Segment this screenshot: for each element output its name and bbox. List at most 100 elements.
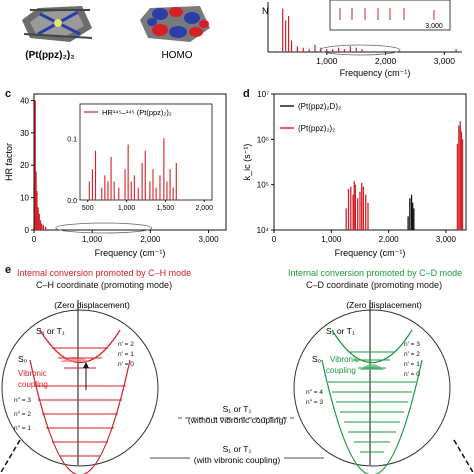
left-magnifier-circle [1, 309, 159, 467]
molecule-structure-image [22, 6, 93, 42]
c-xtick-label: 3,000 [199, 235, 220, 244]
c-ytick-label: 0 [25, 226, 30, 235]
c-inset-xtick-label: 1,000 [118, 205, 136, 212]
c-inset-xtick-label: 1,500 [157, 205, 175, 212]
panel-b-chart: 1,000 2,000 3,000 Frequency (cm⁻¹) 3,000 [267, 0, 462, 78]
left-vibronic-arrowhead [83, 362, 89, 368]
homo-label: HOMO [161, 50, 192, 61]
right-title: Internal conversion promoted by C–D mode [288, 268, 463, 278]
left-levels [34, 385, 126, 457]
left-subtitle: C–H coordinate (promoting mode) [36, 280, 173, 290]
c-inset-ytick-label: 0.0 [67, 198, 77, 205]
d-xtick-label: 0 [272, 235, 277, 244]
svg-text:n″ = 1: n″ = 1 [14, 425, 31, 432]
d-legend-label: (Pt(ppz)₂)₂ [298, 124, 335, 133]
left-upper-levels [52, 347, 108, 369]
molecule-label: (Pt(ppz)₂)₂ [25, 50, 74, 61]
d-ytick-label: 10⁴ [257, 226, 270, 235]
panel-c: 0 10 20 30 40 0 1,000 2,000 3,000 Frequency (cm⁻¹… [4, 93, 227, 258]
panel-c-letter: c [5, 88, 12, 100]
c-xlabel: Frequency (cm⁻¹) [95, 248, 166, 258]
right-subtitle: C–D coordinate (promoting mode) [306, 280, 443, 290]
svg-text:n″ = 2: n″ = 2 [14, 411, 31, 418]
left-level-labels: n′ = 2 n′ = 1 n′ = 0 n″ = 3 n″ = 2 n″ = … [14, 341, 134, 432]
left-s0: S₀ [18, 354, 28, 364]
svg-text:n′ = 1: n′ = 1 [118, 351, 134, 358]
left-s1t1: S₁ or T₁ [36, 326, 65, 336]
left-title: Internal conversion promoted by C–H mode [17, 268, 192, 278]
c-inset-xtick-label: 500 [82, 205, 94, 212]
d-ytick-label: 10⁷ [257, 90, 269, 99]
d-ytick-label: 10⁵ [257, 181, 269, 190]
right-s1t1: S₁ or T₁ [326, 326, 355, 336]
top-row: (Pt(ppz)₂)₂ HOMO N 1,000 2,000 3,000 Freque… [22, 0, 462, 78]
center-top-line1: S₁ or T₁ [223, 404, 252, 414]
d-ytick-label: 10⁶ [257, 135, 269, 144]
panel-e-letter: e [5, 264, 12, 276]
c-frame [33, 93, 227, 231]
right-s0: S₀ [312, 354, 322, 364]
c-inset-legend-label: HR¹⁴⁵–¹⁴⁵ (Pt(ppz)₂)₂ [102, 108, 172, 117]
center-bottom-line1: S₁ or T₁ [223, 444, 252, 454]
b-zoom-ellipse [319, 44, 401, 56]
svg-text:n″ = 3: n″ = 3 [14, 397, 31, 404]
svg-text:n′ = 0: n′ = 0 [118, 361, 134, 368]
left-zero-displacement: (Zero displacement) [54, 300, 130, 310]
c-ytick-label: 10 [20, 194, 29, 203]
svg-text:n″ = 4: n″ = 4 [306, 389, 323, 396]
homo-orbital-image [140, 6, 210, 42]
c-inset-ytick-label: 0.1 [67, 136, 77, 143]
b-xtick-label: 1,000 [316, 56, 338, 66]
panel-b-ylabel-fragment: N [262, 6, 269, 16]
left-outer-dash [0, 439, 21, 474]
d-frame [273, 93, 467, 231]
d-xtick-label: 1,000 [321, 235, 342, 244]
right-level-labels: n′ = 3 n′ = 2 n′ = 1 n′ = 0 n″ = 4 n″ = … [306, 341, 420, 406]
left-upper-parabola [39, 329, 121, 364]
svg-text:n″ = 3: n″ = 3 [306, 399, 323, 406]
b-xlabel: Frequency (cm⁻¹) [340, 68, 411, 78]
c-zoom-ellipse [55, 222, 153, 234]
right-outer-dash [453, 439, 474, 474]
svg-text:n′ = 1: n′ = 1 [404, 361, 420, 368]
panel-d: 10⁴ 10⁵ 10⁶ 10⁷ 0 1,000 2,000 3,000 Frequency (c… [242, 90, 467, 258]
b-xtick-label: 3,000 [434, 56, 456, 66]
c-xtick-label: 2,000 [140, 235, 161, 244]
d-xtick-label: 2,000 [379, 235, 400, 244]
left-vibronic-label-2: coupling [18, 380, 48, 389]
d-ylabel: k_ic (s⁻¹) [242, 144, 252, 181]
svg-text:n′ = 0: n′ = 0 [404, 371, 420, 378]
c-inset-xtick-label: 2,000 [195, 205, 213, 212]
panel-d-chart: 10⁴ 10⁵ 10⁶ 10⁷ 0 1,000 2,000 3,000 Frequency (c… [242, 90, 467, 258]
left-vibronic-label: Vibronic [18, 369, 47, 378]
right-zero-displacement: (Zero displacement) [346, 300, 422, 310]
b-xtick-label: 2,000 [375, 56, 397, 66]
center-bottom-line2: (with vibronic coupling) [194, 455, 281, 465]
left-lower-parabola [29, 359, 131, 474]
right-vibronic-label-2: coupling [326, 366, 356, 375]
svg-text:n′ = 2: n′ = 2 [404, 351, 420, 358]
b-inset-xtick: 3,000 [425, 23, 443, 30]
right-upper-levels [350, 351, 394, 369]
c-ytick-label: 20 [20, 161, 29, 170]
c-ytick-label: 40 [20, 96, 29, 105]
center-top-line2: (without vibronic coupling) [188, 415, 286, 425]
c-xtick-label: 0 [32, 235, 37, 244]
d-xtick-label: 3,000 [436, 235, 457, 244]
right-wavepacket [360, 364, 384, 370]
c-ytick-label: 30 [20, 129, 29, 138]
right-magnifier-circle [293, 309, 451, 467]
svg-text:n′ = 2: n′ = 2 [118, 341, 134, 348]
svg-text:n′ = 3: n′ = 3 [404, 341, 420, 348]
c-xtick-label: 1,000 [82, 235, 103, 244]
d-xlabel: Frequency (cm⁻¹) [335, 248, 406, 258]
c-inset-frame [79, 103, 213, 201]
right-upper-parabola [331, 329, 413, 364]
panel-e-diagram: (Zero displacement) S₁ or T₁ S₀ Vibronic… [0, 300, 474, 474]
c-ylabel: HR factor [4, 143, 14, 181]
right-vibronic-label: Vibronic [330, 355, 359, 364]
d-legend-label: (Pt(ppz)₂D)₂ [298, 102, 341, 111]
panel-d-letter: d [243, 88, 250, 100]
right-levels [328, 381, 416, 453]
right-lower-parabola [321, 359, 423, 474]
